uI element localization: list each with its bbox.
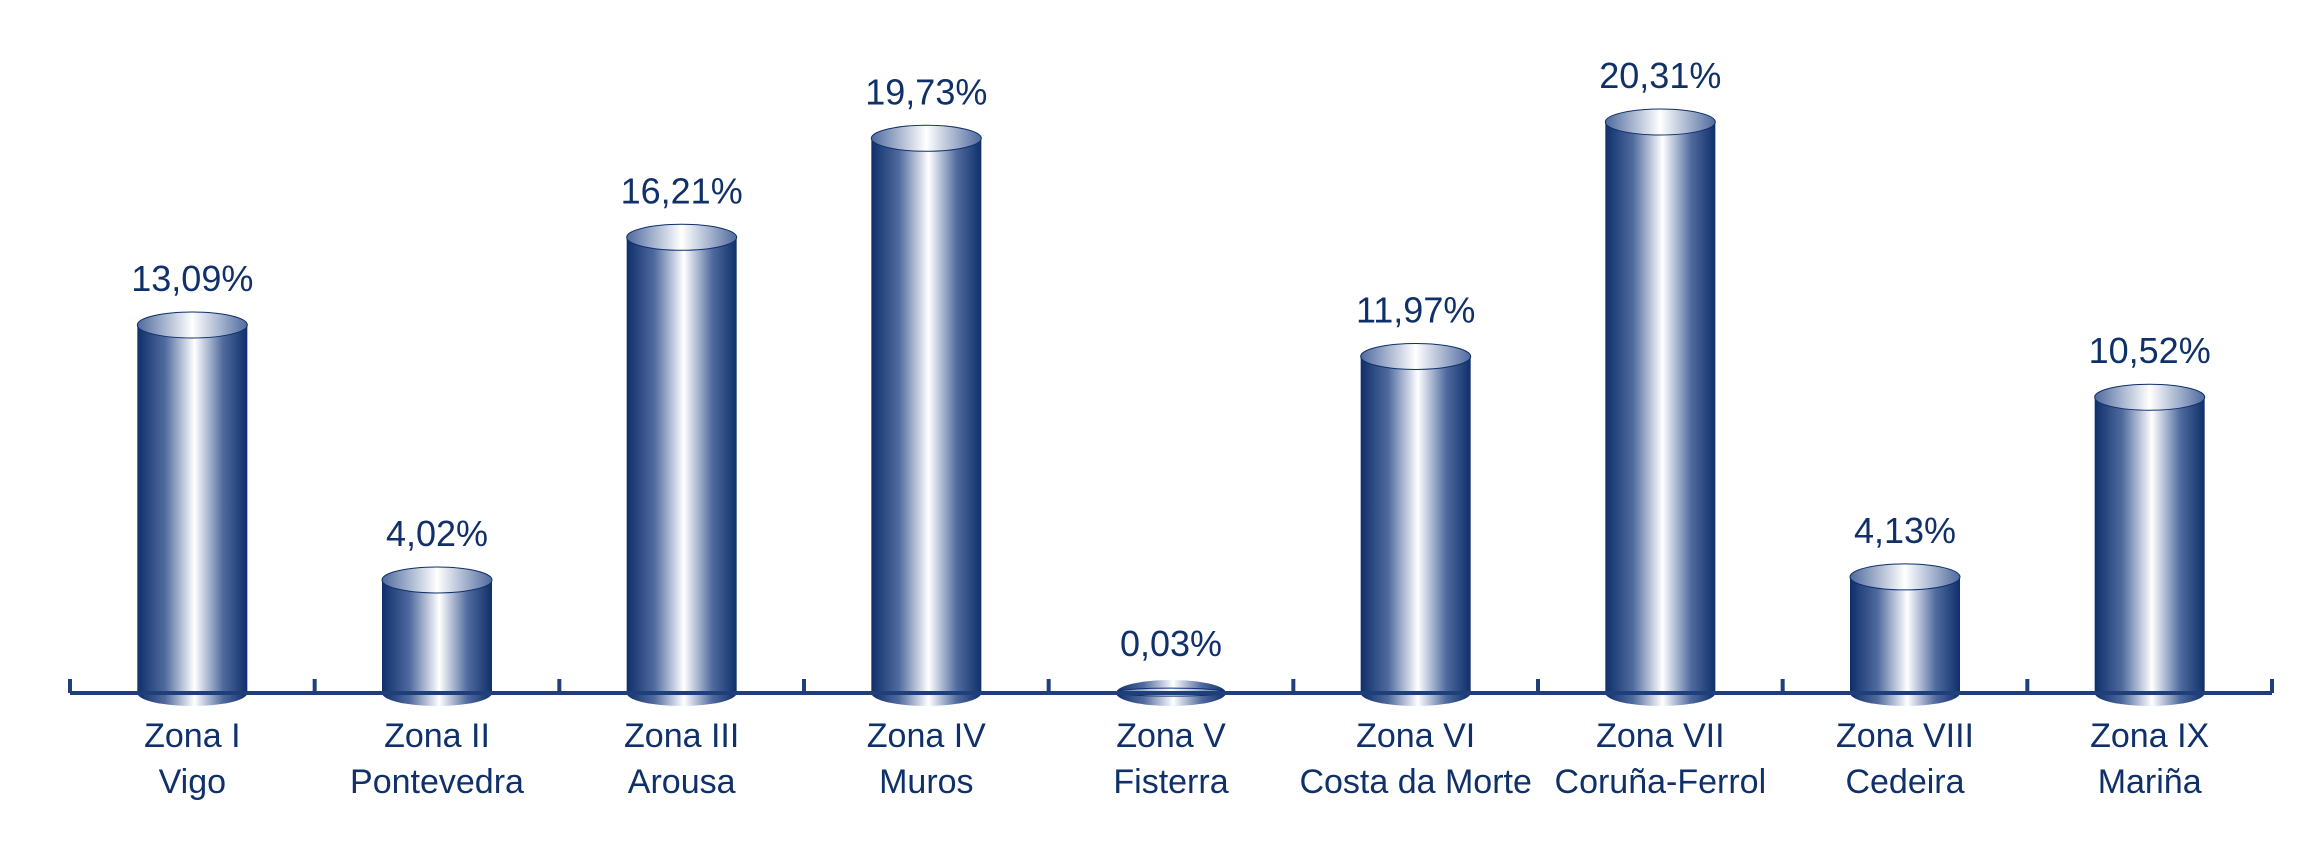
bar-body (382, 579, 492, 693)
bars-group (136, 108, 2206, 706)
category-label-line2: Fisterra (1113, 763, 1228, 801)
value-label: 19,73% (865, 71, 987, 112)
bar-4 (870, 124, 982, 706)
category-label-line1: Zona VIII (1836, 717, 1974, 755)
category-label-line1: Zona IV (867, 717, 986, 755)
bar-3 (626, 223, 738, 706)
bar-1 (136, 311, 248, 706)
category-label-line1: Zona IX (2090, 717, 2209, 755)
category-label-line1: Zona V (1116, 717, 1226, 755)
value-label: 20,31% (1599, 55, 1721, 96)
x-axis (68, 679, 2274, 695)
category-label-line2: Costa da Morte (1299, 763, 1531, 801)
bar-7 (1604, 108, 1716, 706)
category-label-line2: Muros (879, 763, 973, 801)
bar-2 (381, 566, 493, 706)
bar-body (1850, 576, 1960, 693)
labels-group: 13,09% Zona I Vigo 4,02% Zona II Pontevedra 16… (131, 55, 2210, 801)
value-label: 4,02% (386, 513, 488, 554)
value-label: 10,52% (2089, 330, 2211, 371)
category-label-line1: Zona II (384, 717, 490, 755)
bar-body (626, 237, 737, 693)
bar-6 (1360, 342, 1472, 706)
bar-body (1360, 356, 1471, 693)
value-label: 11,97% (1356, 289, 1475, 330)
bar-body (871, 138, 982, 693)
bar-cap (1849, 563, 1961, 591)
bar-8 (1849, 563, 1961, 706)
bar-cap (381, 566, 493, 594)
value-label: 4,13% (1854, 510, 1956, 551)
bar-9 (2094, 383, 2206, 706)
value-label: 0,03% (1120, 623, 1222, 664)
category-label-line2: Arousa (628, 763, 736, 801)
bar-body (137, 324, 248, 693)
category-label-line1: Zona VI (1356, 717, 1475, 755)
value-label: 16,21% (621, 170, 743, 211)
category-label-line2: Pontevedra (350, 763, 524, 801)
bar-cap (626, 223, 738, 251)
category-label-line1: Zona III (624, 717, 739, 755)
category-label-line2: Vigo (159, 763, 226, 801)
category-label-line2: Mariña (2098, 763, 2202, 801)
bar-cap (1360, 342, 1472, 370)
value-label: 13,09% (131, 258, 253, 299)
category-label-line2: Coruña-Ferrol (1555, 763, 1767, 801)
category-label-line1: Zona I (144, 717, 240, 755)
bar-cap (136, 311, 248, 339)
bar-body (1605, 122, 1716, 693)
bar-cap (870, 124, 982, 152)
category-label-line2: Cedeira (1845, 763, 1964, 801)
bar-body (2094, 397, 2205, 693)
category-label-line1: Zona VII (1596, 717, 1725, 755)
bar-cap (2094, 383, 2206, 411)
bar-cap (1604, 108, 1716, 136)
